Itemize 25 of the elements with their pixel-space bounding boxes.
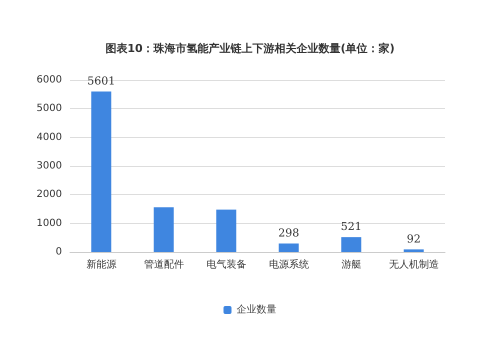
x-tick-label: 电源系统 xyxy=(268,258,309,270)
x-tick-label: 管道配件 xyxy=(144,258,184,270)
bar xyxy=(404,249,424,252)
x-tick-label: 无人机制造 xyxy=(388,258,439,270)
y-tick-label: 0 xyxy=(56,246,62,258)
legend-label: 企业数量 xyxy=(236,304,276,316)
x-tick-label: 游艇 xyxy=(341,258,362,270)
bar xyxy=(154,207,174,252)
y-tick-label: 6000 xyxy=(36,74,62,86)
bar xyxy=(216,210,236,252)
data-label: 5601 xyxy=(87,74,116,88)
y-tick-label: 5000 xyxy=(36,103,62,114)
bar xyxy=(91,91,112,252)
data-label: 521 xyxy=(340,220,362,234)
data-label: 298 xyxy=(278,226,300,240)
x-tick-label: 新能源 xyxy=(86,258,116,270)
y-tick-label: 4000 xyxy=(36,132,62,143)
bar xyxy=(341,237,362,252)
y-tick-label: 3000 xyxy=(36,160,62,172)
y-tick-label: 2000 xyxy=(36,189,62,200)
y-tick-label: 1000 xyxy=(36,218,62,229)
data-label: 92 xyxy=(406,232,421,246)
bar xyxy=(278,243,299,252)
x-tick-label: 电气装备 xyxy=(206,258,246,270)
chart-title: 图表10：珠海市氢能产业链上下游相关企业数量(单位：家) xyxy=(105,42,395,55)
